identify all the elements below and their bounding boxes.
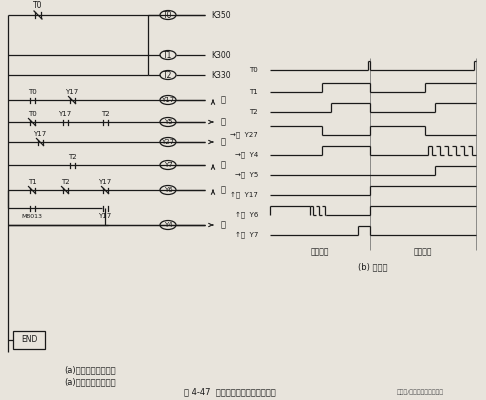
Text: ↑黄  Y7: ↑黄 Y7 bbox=[235, 232, 258, 238]
Text: Y17: Y17 bbox=[34, 131, 47, 137]
Text: T2: T2 bbox=[68, 154, 76, 160]
Text: T2: T2 bbox=[249, 109, 258, 115]
Text: T1: T1 bbox=[249, 89, 258, 95]
Text: T0: T0 bbox=[28, 89, 36, 95]
Text: Y7: Y7 bbox=[164, 162, 173, 168]
Text: Y17: Y17 bbox=[66, 89, 79, 95]
Text: 自家号/零基础电工电气学习: 自家号/零基础电工电气学习 bbox=[397, 389, 444, 395]
Text: Y5: Y5 bbox=[164, 119, 173, 125]
Text: Y17: Y17 bbox=[58, 111, 71, 117]
Text: Y17: Y17 bbox=[161, 97, 174, 103]
Text: T1: T1 bbox=[163, 50, 173, 60]
Text: →红  Y27: →红 Y27 bbox=[230, 132, 258, 138]
Text: ↑绿  Y6: ↑绿 Y6 bbox=[235, 212, 258, 218]
Text: Y6: Y6 bbox=[164, 187, 173, 193]
Text: 黄: 黄 bbox=[221, 118, 226, 126]
Text: 绿: 绿 bbox=[221, 186, 226, 194]
Text: 绿: 绿 bbox=[221, 220, 226, 230]
Text: K350: K350 bbox=[211, 10, 231, 20]
Text: Y17: Y17 bbox=[98, 213, 112, 219]
Text: T2: T2 bbox=[101, 111, 109, 117]
Text: (b) 时序图: (b) 时序图 bbox=[358, 262, 388, 272]
Text: T2: T2 bbox=[61, 179, 69, 185]
Text: K330: K330 bbox=[211, 70, 231, 80]
Text: K300: K300 bbox=[211, 50, 231, 60]
Text: 东西通行: 东西通行 bbox=[414, 248, 432, 256]
Text: END: END bbox=[21, 336, 37, 344]
Text: T0: T0 bbox=[28, 111, 36, 117]
Text: Y17: Y17 bbox=[98, 179, 112, 185]
Text: T0: T0 bbox=[249, 67, 258, 73]
Text: T0: T0 bbox=[33, 2, 43, 10]
Text: 南北通行: 南北通行 bbox=[311, 248, 329, 256]
Text: T2: T2 bbox=[163, 70, 173, 80]
Text: Y27: Y27 bbox=[161, 139, 174, 145]
Text: T1: T1 bbox=[28, 179, 36, 185]
Text: T0: T0 bbox=[163, 10, 173, 20]
Text: Y4: Y4 bbox=[164, 222, 173, 228]
Text: (a)交通灯控制梯形图: (a)交通灯控制梯形图 bbox=[64, 366, 116, 374]
Text: 黄: 黄 bbox=[221, 160, 226, 170]
Text: (a)交通灯控制梯形图: (a)交通灯控制梯形图 bbox=[64, 378, 116, 386]
Text: 红: 红 bbox=[221, 138, 226, 146]
Text: 红: 红 bbox=[221, 96, 226, 104]
Text: 图 4-47  十字路口交通灯控制梯形图: 图 4-47 十字路口交通灯控制梯形图 bbox=[184, 388, 276, 396]
Text: ↑红  Y17: ↑红 Y17 bbox=[230, 192, 258, 198]
Text: M8013: M8013 bbox=[21, 214, 42, 218]
Text: →绿  Y4: →绿 Y4 bbox=[235, 152, 258, 158]
Text: →黄  Y5: →黄 Y5 bbox=[235, 172, 258, 178]
